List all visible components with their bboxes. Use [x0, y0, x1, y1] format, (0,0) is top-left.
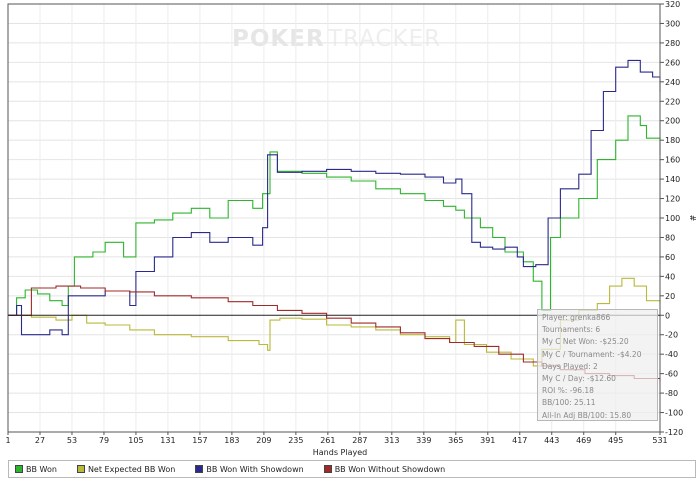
info-allin-bb100: All-In Adj BB/100: 15.80 — [542, 410, 632, 420]
x-tick-label: 1 — [5, 436, 10, 445]
x-tick-label: 53 — [67, 436, 77, 445]
y-tick-label: -120 — [665, 428, 683, 437]
chart-legend: BB Won Net Expected BB Won BB Won With S… — [8, 460, 696, 478]
x-tick-label: 365 — [448, 436, 463, 445]
y-tick-label: -100 — [665, 409, 683, 418]
y-tick-label: 40 — [665, 272, 675, 281]
legend-swatch — [15, 465, 23, 473]
y-tick-label: 20 — [665, 292, 675, 301]
x-tick-label: 105 — [128, 436, 143, 445]
series-line-0 — [8, 115, 661, 316]
y-tick-label: 100 — [665, 214, 680, 223]
x-tick-label: 235 — [288, 436, 303, 445]
y-tick-label: 320 — [665, 0, 680, 9]
x-tick-label: 339 — [416, 436, 431, 445]
legend-label: BB Won Without Showdown — [334, 464, 446, 474]
x-tick-label: 495 — [608, 436, 623, 445]
y-tick-label: -40 — [665, 350, 678, 359]
x-tick-label: 157 — [192, 436, 207, 445]
legend-item-net-expected[interactable]: Net Expected BB Won — [76, 464, 176, 474]
info-per-day: My C / Day: -$12.60 — [542, 373, 616, 383]
x-tick-label: 131 — [160, 436, 175, 445]
x-tick-label: 469 — [576, 436, 591, 445]
x-tick-label: 443 — [544, 436, 559, 445]
info-tournaments: Tournaments: 6 — [542, 325, 601, 335]
legend-item-without-showdown[interactable]: BB Won Without Showdown — [323, 464, 446, 474]
watermark-tracker: TRACKER — [327, 26, 441, 52]
watermark-poker: POKER — [232, 26, 325, 52]
legend-label: Net Expected BB Won — [87, 464, 176, 474]
x-axis-label: Hands Played — [313, 448, 367, 457]
y-tick-label: -60 — [665, 370, 678, 379]
legend-label: BB Won — [26, 464, 57, 474]
legend-label: BB Won With Showdown — [206, 464, 304, 474]
y-tick-label: 300 — [665, 19, 680, 28]
info-player: Player: grenka866 — [542, 313, 611, 322]
y-tick-label: 80 — [665, 233, 675, 242]
legend-swatch — [195, 465, 204, 473]
x-tick-label: 27 — [35, 436, 45, 445]
y-axis-label: # — [688, 215, 697, 222]
x-tick-label: 183 — [224, 436, 239, 445]
info-bb100: BB/100: 25.11 — [542, 398, 596, 408]
y-tick-label: -20 — [665, 331, 678, 340]
info-per-tournament: My C / Tournament: -$4.20 — [542, 349, 642, 359]
y-tick-label: 140 — [665, 175, 680, 184]
y-tick-label: 260 — [665, 58, 680, 67]
y-tick-label: -80 — [665, 389, 678, 398]
y-tick-label: 200 — [665, 117, 680, 126]
y-tick-label: 180 — [665, 136, 680, 145]
legend-swatch — [323, 465, 332, 473]
x-tick-label: 261 — [320, 436, 335, 445]
legend-item-bb-won[interactable]: BB Won — [15, 465, 57, 474]
x-tick-label: 313 — [384, 436, 399, 445]
y-tick-label: 120 — [665, 195, 680, 204]
x-tick-label: 531 — [652, 436, 667, 445]
y-tick-label: 220 — [665, 97, 680, 106]
y-tick-label: 160 — [665, 156, 680, 165]
x-tick-label: 209 — [256, 436, 271, 445]
y-tick-label: 60 — [665, 253, 675, 262]
info-roi: ROI %: -96.18 — [542, 386, 594, 396]
y-tick-label: 240 — [665, 78, 680, 87]
x-tick-label: 79 — [99, 436, 109, 445]
info-days-played: Days Played: 2 — [542, 361, 598, 371]
x-tick-label: 417 — [512, 436, 527, 445]
legend-item-with-showdown[interactable]: BB Won With Showdown — [195, 464, 304, 474]
x-tick-label: 287 — [352, 436, 367, 445]
stats-info-box: Player: grenka866 Tournaments: 6 My C Ne… — [537, 309, 658, 421]
y-tick-label: 0 — [665, 311, 670, 320]
y-tick-label: 280 — [665, 39, 680, 48]
legend-swatch — [76, 465, 85, 473]
gridlines — [8, 3, 660, 433]
info-net-won: My C Net Won: -$25.20 — [542, 337, 629, 347]
x-tick-label: 391 — [480, 436, 495, 445]
